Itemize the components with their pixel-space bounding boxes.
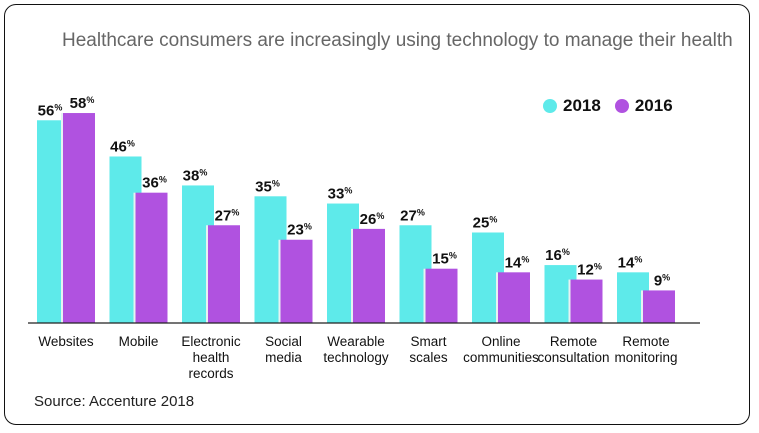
value-label-2018-4: 33% <box>328 186 353 203</box>
value-label-2018-6: 25% <box>473 215 498 232</box>
legend-swatch-2018 <box>543 99 557 113</box>
bar-gap-0 <box>61 113 63 323</box>
bar-gap-1 <box>133 192 136 323</box>
legend-label-2018: 2018 <box>563 96 601 115</box>
value-label-2016-4: 26% <box>360 211 385 228</box>
value-label-2016-8: 9% <box>654 272 670 289</box>
value-label-2018-1: 46% <box>110 138 135 155</box>
category-label-0: Websites <box>38 334 94 349</box>
bar-gap-2 <box>206 225 208 323</box>
value-label-2018-8: 14% <box>618 254 643 271</box>
category-label-4: Wearable technology <box>323 334 389 365</box>
bar-2016-2 <box>208 225 240 323</box>
chart-title: Healthcare consumers are increasingly us… <box>62 30 733 51</box>
category-label-6: Online communities <box>463 334 539 365</box>
bar-2016-1 <box>135 192 168 323</box>
category-label-5: Smart scales <box>409 334 448 365</box>
value-label-2016-1: 36% <box>142 175 167 192</box>
legend-item-2018: 2018 <box>543 96 601 116</box>
bar-2016-5 <box>425 268 458 323</box>
value-label-2018-7: 16% <box>545 247 570 264</box>
value-label-2018-3: 35% <box>255 178 280 195</box>
value-label-2016-5: 15% <box>432 251 457 268</box>
bar-gap-6 <box>496 272 498 323</box>
legend-label-2016: 2016 <box>634 96 673 115</box>
legend-swatch-2016 <box>614 99 629 113</box>
value-label-2018-5: 27% <box>400 207 425 224</box>
legend-item-2016: 2016 <box>614 96 673 116</box>
bar-gap-8 <box>641 290 643 323</box>
bar-2016-4 <box>353 228 385 323</box>
value-label-2016-0: 58% <box>70 95 95 112</box>
bar-2016-3 <box>280 239 313 323</box>
category-label-8: Remote monitoring <box>614 334 677 365</box>
category-label-3: Social media <box>265 334 302 365</box>
bar-2016-7 <box>570 279 603 323</box>
bar-2016-0 <box>63 113 95 323</box>
value-label-2016-2: 27% <box>215 207 240 224</box>
bar-gap-5 <box>423 268 426 323</box>
bar-2016-6 <box>498 272 530 323</box>
chart-legend: 2018 2016 <box>543 96 687 116</box>
value-label-2016-7: 12% <box>577 262 602 279</box>
category-label-7: Remote consultation <box>537 334 609 365</box>
bar-2016-8 <box>643 290 675 323</box>
bar-gap-7 <box>568 279 571 323</box>
source-note: Source: Accenture 2018 <box>34 393 195 410</box>
value-label-2018-2: 38% <box>183 167 208 184</box>
bar-gap-4 <box>351 228 353 323</box>
bar-gap-3 <box>278 239 281 323</box>
value-label-2018-0: 56% <box>38 102 63 119</box>
category-label-1: Mobile <box>119 334 159 349</box>
category-label-2: Electronic health records <box>181 334 241 381</box>
value-label-2016-3: 23% <box>287 222 312 239</box>
value-label-2016-6: 14% <box>505 254 530 271</box>
